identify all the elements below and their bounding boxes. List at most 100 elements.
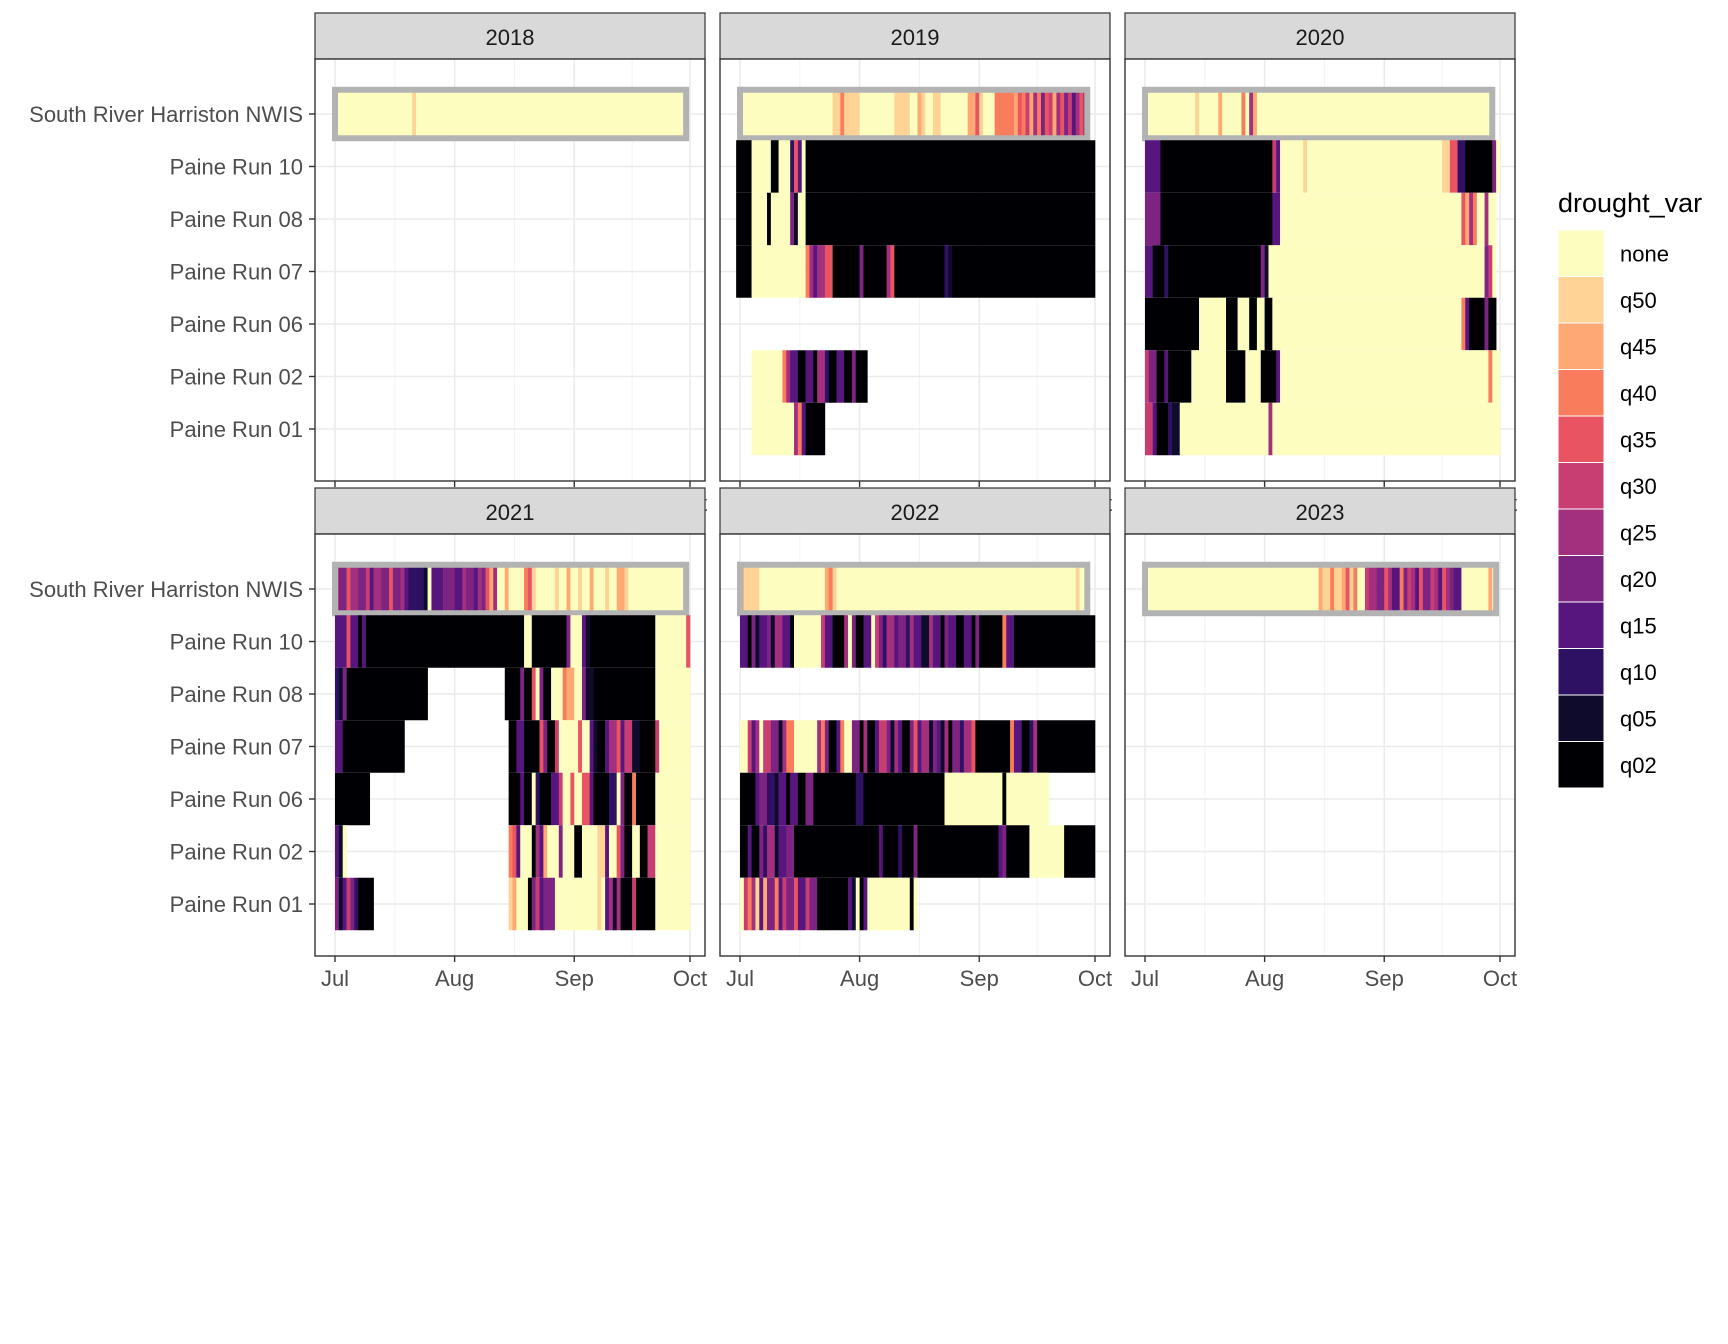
heatmap-tile bbox=[527, 562, 533, 616]
heatmap-tile bbox=[381, 562, 390, 616]
heatmap-tile bbox=[767, 877, 776, 931]
heatmap-tile bbox=[740, 615, 749, 668]
heatmap-tile bbox=[778, 140, 791, 193]
heatmap-tile bbox=[844, 720, 853, 773]
heatmap-tile bbox=[531, 772, 536, 826]
heatmap-tile bbox=[1388, 562, 1393, 616]
heatmap-tile bbox=[1476, 192, 1485, 246]
heatmap-tile bbox=[863, 877, 868, 931]
heatmap-tile bbox=[589, 562, 594, 616]
heatmap-tile bbox=[740, 772, 756, 826]
heatmap-tile bbox=[520, 667, 525, 721]
heatmap-tile bbox=[338, 825, 344, 878]
heatmap-tile bbox=[1010, 720, 1015, 773]
heatmap-tile bbox=[547, 825, 560, 878]
heatmap-tile bbox=[755, 720, 760, 773]
heatmap-tile bbox=[516, 877, 521, 931]
heatmap-tile bbox=[1195, 87, 1200, 141]
heatmap-tile bbox=[851, 720, 860, 773]
heatmap-tile bbox=[508, 825, 513, 878]
legend-item-none: none bbox=[1557, 229, 1669, 277]
heatmap-tile bbox=[1075, 562, 1080, 616]
heatmap-tile bbox=[524, 615, 533, 668]
heatmap-tile bbox=[940, 615, 945, 668]
heatmap-tile bbox=[1303, 140, 1308, 193]
heatmap-tile bbox=[902, 825, 914, 878]
heatmap-tile bbox=[365, 615, 525, 668]
legend-label: q35 bbox=[1620, 427, 1657, 452]
heatmap-tile bbox=[342, 877, 347, 931]
heatmap-tile bbox=[824, 615, 833, 668]
highlight-box bbox=[332, 561, 690, 617]
legend-label: q40 bbox=[1620, 381, 1657, 406]
heatmap-tile bbox=[350, 615, 359, 668]
facet-strip bbox=[314, 487, 706, 535]
heatmap-tile bbox=[1226, 350, 1246, 403]
heatmap-tile bbox=[466, 562, 475, 616]
heatmap-tile bbox=[878, 615, 884, 668]
heatmap-tile bbox=[747, 720, 752, 773]
heatmap-tile bbox=[848, 615, 853, 668]
y-tick-label: Paine Run 06 bbox=[170, 787, 303, 812]
heatmap-tile bbox=[1457, 140, 1466, 193]
heatmap-tile bbox=[531, 667, 536, 721]
heatmap-tiles bbox=[736, 86, 1096, 456]
heatmap-tile bbox=[1496, 140, 1501, 193]
heatmap-tile bbox=[794, 192, 799, 246]
heatmap-tile bbox=[1156, 402, 1169, 456]
heatmap-tile bbox=[940, 720, 945, 773]
x-tick-label: Aug bbox=[840, 966, 879, 991]
y-tick-label: Paine Run 10 bbox=[170, 155, 303, 180]
heatmap-tile bbox=[797, 192, 806, 246]
heatmap-tile bbox=[574, 667, 583, 721]
legend-key bbox=[1557, 322, 1605, 370]
heatmap-tile bbox=[1145, 192, 1161, 246]
heatmap-tile bbox=[1245, 350, 1262, 403]
heatmap-tile bbox=[805, 402, 826, 456]
heatmap-tile bbox=[1264, 245, 1269, 298]
heatmap-tile bbox=[1461, 562, 1489, 616]
heatmap-tile bbox=[659, 720, 691, 773]
heatmap-tile bbox=[882, 825, 899, 878]
legend-label: q20 bbox=[1620, 567, 1657, 592]
heatmap-tile bbox=[608, 720, 617, 773]
heatmap-tile bbox=[1168, 350, 1192, 403]
heatmap-tile bbox=[909, 720, 914, 773]
heatmap-tile bbox=[632, 877, 637, 931]
heatmap-tile bbox=[620, 877, 633, 931]
heatmap-tile bbox=[350, 562, 359, 616]
heatmap-tile bbox=[1241, 87, 1246, 141]
heatmap-tile bbox=[759, 825, 764, 878]
legend-key bbox=[1557, 462, 1605, 510]
heatmap-tile bbox=[1280, 140, 1304, 193]
heatmap-tile bbox=[477, 562, 482, 616]
heatmap-tile bbox=[1438, 562, 1443, 616]
heatmap-tile bbox=[524, 562, 529, 616]
heatmap-tile bbox=[736, 192, 752, 246]
heatmap-tile bbox=[805, 192, 1096, 246]
heatmap-tile bbox=[601, 877, 606, 931]
heatmap-tile bbox=[894, 720, 899, 773]
heatmap-tile bbox=[898, 825, 903, 878]
y-tick-label: Paine Run 10 bbox=[170, 630, 303, 655]
heatmap-tile bbox=[805, 140, 1096, 193]
heatmap-tile bbox=[389, 562, 394, 616]
heatmap-tile bbox=[524, 772, 533, 826]
heatmap-tile bbox=[851, 615, 857, 668]
heatmap-tile bbox=[863, 615, 872, 668]
heatmap-tile bbox=[948, 615, 957, 668]
legend-key bbox=[1557, 508, 1605, 556]
facet-strip bbox=[1124, 487, 1516, 535]
heatmap-tile bbox=[963, 720, 972, 773]
heatmap-tile bbox=[1364, 562, 1370, 616]
heatmap-tile bbox=[782, 720, 787, 773]
heatmap-tile bbox=[616, 562, 625, 616]
heatmap-tile bbox=[1006, 615, 1015, 668]
y-axis: South River Harriston NWIS Paine Run 10 Pa… bbox=[29, 102, 315, 442]
heatmap-tile bbox=[1006, 825, 1030, 878]
heatmap-tile bbox=[539, 825, 544, 878]
heatmap-tile bbox=[1318, 562, 1323, 616]
heatmap-tile bbox=[1272, 402, 1501, 456]
heatmap-tile bbox=[797, 140, 803, 193]
heatmap-tile bbox=[535, 877, 540, 931]
